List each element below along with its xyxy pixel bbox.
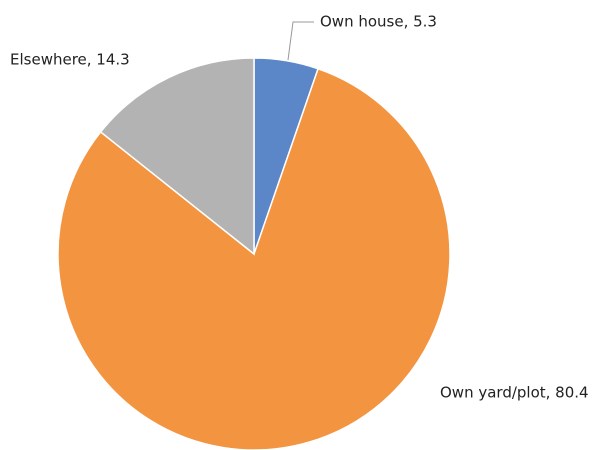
pie-slice [99, 57, 255, 256]
data-label: Own yard/plot, 80.4 [440, 384, 589, 402]
leader-line [287, 21, 314, 61]
pie-slice [57, 67, 451, 450]
data-label: Elsewhere, 14.3 [10, 51, 130, 69]
data-label: Own house, 5.3 [320, 13, 437, 31]
